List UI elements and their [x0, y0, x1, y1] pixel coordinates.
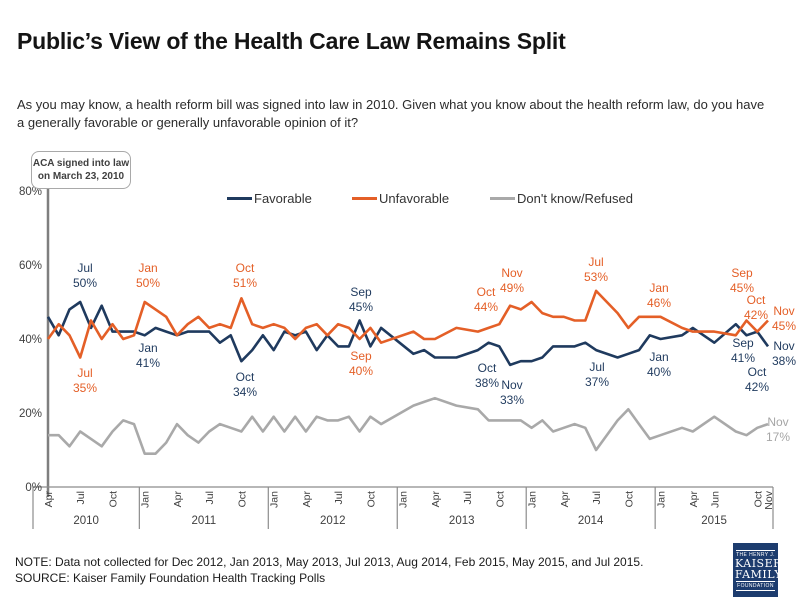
line-dont-know-refused [48, 396, 769, 456]
year-label-2014: 2014 [578, 515, 604, 527]
favorable-line-swatch [227, 196, 252, 200]
year-label-2010: 2010 [73, 515, 99, 527]
month-tick-label: Oct [107, 491, 119, 507]
point-label-oct-42%: Oct 42% [744, 293, 768, 322]
logo-kaiser: KAISER [735, 557, 782, 570]
chart-legend: Favorable Unfavorable Don't know/Refused [0, 189, 800, 207]
logo-foundation: FOUNDATION [737, 583, 774, 589]
y-tick-label-0%: 0% [25, 482, 42, 494]
legend-item-dont-know: Don't know/Refused [490, 189, 633, 207]
point-label-oct-44%: Oct 44% [474, 285, 498, 314]
unfavorable-line-swatch [352, 196, 377, 200]
point-label-oct-42%: Oct 42% [745, 365, 769, 394]
aca-annotation-line2: on March 23, 2010 [37, 171, 125, 182]
month-tick-label: Jan [269, 491, 281, 508]
point-label-nov-33%: Nov 33% [500, 378, 524, 407]
month-tick-label: Oct [623, 491, 635, 507]
aca-annotation-callout: ACA signed into law on March 23, 2010 [31, 151, 131, 189]
legend-item-favorable: Favorable [227, 189, 312, 207]
month-tick-label: Jan [656, 491, 668, 508]
year-label-2012: 2012 [320, 515, 346, 527]
month-tick-label: Apr [172, 491, 184, 508]
kff-logo: THE HENRY J. KAISER FAMILY FOUNDATION [733, 543, 783, 597]
legend-item-unfavorable: Unfavorable [352, 189, 449, 207]
legend-label-favorable: Favorable [254, 190, 312, 206]
month-tick-label: Jul [462, 491, 474, 504]
year-label-2013: 2013 [449, 515, 475, 527]
point-label-oct-51%: Oct 51% [233, 261, 257, 290]
month-tick-label: Apr [301, 491, 313, 508]
y-tick-label-80%: 80% [19, 186, 42, 198]
month-tick-label: Oct [236, 491, 248, 507]
month-tick-label: Jan [527, 491, 539, 508]
year-label-2011: 2011 [191, 515, 216, 527]
point-label-oct-38%: Oct 38% [475, 361, 499, 390]
point-label-jul-37%: Jul 37% [585, 360, 609, 389]
aca-annotation-line1: ACA signed into law [32, 158, 130, 169]
line-unfavorable [46, 289, 769, 359]
y-tick-label-40%: 40% [19, 334, 42, 346]
point-label-nov-38%: Nov 38% [772, 339, 796, 368]
month-tick-label: Jan [140, 491, 152, 508]
month-tick-label: Nov [763, 490, 775, 509]
month-tick-label: Jan [398, 491, 410, 508]
note-text: NOTE: Data not collected for Dec 2012, J… [15, 555, 644, 569]
point-label-jul-35%: Jul 35% [73, 366, 97, 395]
y-tick-label-60%: 60% [19, 260, 42, 272]
point-label-sep-41%: Sep 41% [731, 336, 755, 365]
month-tick-label: Apr [688, 491, 700, 508]
point-label-sep-40%: Sep 40% [349, 349, 373, 378]
year-label-2015: 2015 [701, 515, 727, 527]
month-tick-label: Jul [204, 491, 216, 504]
month-tick-label: Apr [43, 491, 55, 508]
month-tick-label: Oct [494, 491, 506, 507]
point-label-sep-45%: Sep 45% [730, 266, 754, 295]
logo-family: FAMILY [735, 568, 783, 581]
point-label-jan-41%: Jan 41% [136, 341, 160, 370]
point-label-jul-50%: Jul 50% [73, 261, 97, 290]
point-label-oct-34%: Oct 34% [233, 370, 257, 399]
legend-label-unfavorable: Unfavorable [379, 190, 450, 206]
month-tick-label: Oct [752, 491, 764, 507]
month-tick-label: Jul [591, 491, 603, 504]
page-title: Public’s View of the Health Care Law Rem… [17, 28, 566, 54]
month-tick-label: Jul [333, 491, 345, 504]
month-tick-label: Jun [709, 491, 721, 508]
month-tick-label: Jul [75, 491, 87, 504]
point-label-jul-53%: Jul 53% [584, 255, 608, 284]
point-label-jan-40%: Jan 40% [647, 350, 671, 379]
source-text: SOURCE: Kaiser Family Foundation Health … [15, 571, 326, 585]
logo-rule-bottom [736, 590, 775, 591]
point-label-sep-45%: Sep 45% [349, 285, 373, 314]
point-label-nov-49%: Nov 49% [500, 266, 524, 295]
point-label-nov-17%: Nov 17% [766, 415, 790, 444]
point-label-jan-46%: Jan 46% [647, 281, 671, 310]
dont-know-line-swatch [490, 196, 515, 200]
logo-rule-mid [736, 581, 775, 582]
point-label-nov-45%: Nov 45% [772, 304, 796, 333]
month-tick-label: Apr [559, 491, 571, 508]
y-tick-label-20%: 20% [19, 408, 42, 420]
legend-label-dont-know: Don't know/Refused [517, 190, 633, 206]
logo-henry-j: THE HENRY J. [736, 552, 775, 558]
month-tick-label: Oct [365, 491, 377, 507]
month-tick-label: Apr [430, 491, 442, 508]
survey-question-text: As you may know, a health reform bill wa… [17, 97, 765, 130]
point-label-jan-50%: Jan 50% [136, 261, 160, 290]
logo-rule-top [736, 550, 775, 551]
